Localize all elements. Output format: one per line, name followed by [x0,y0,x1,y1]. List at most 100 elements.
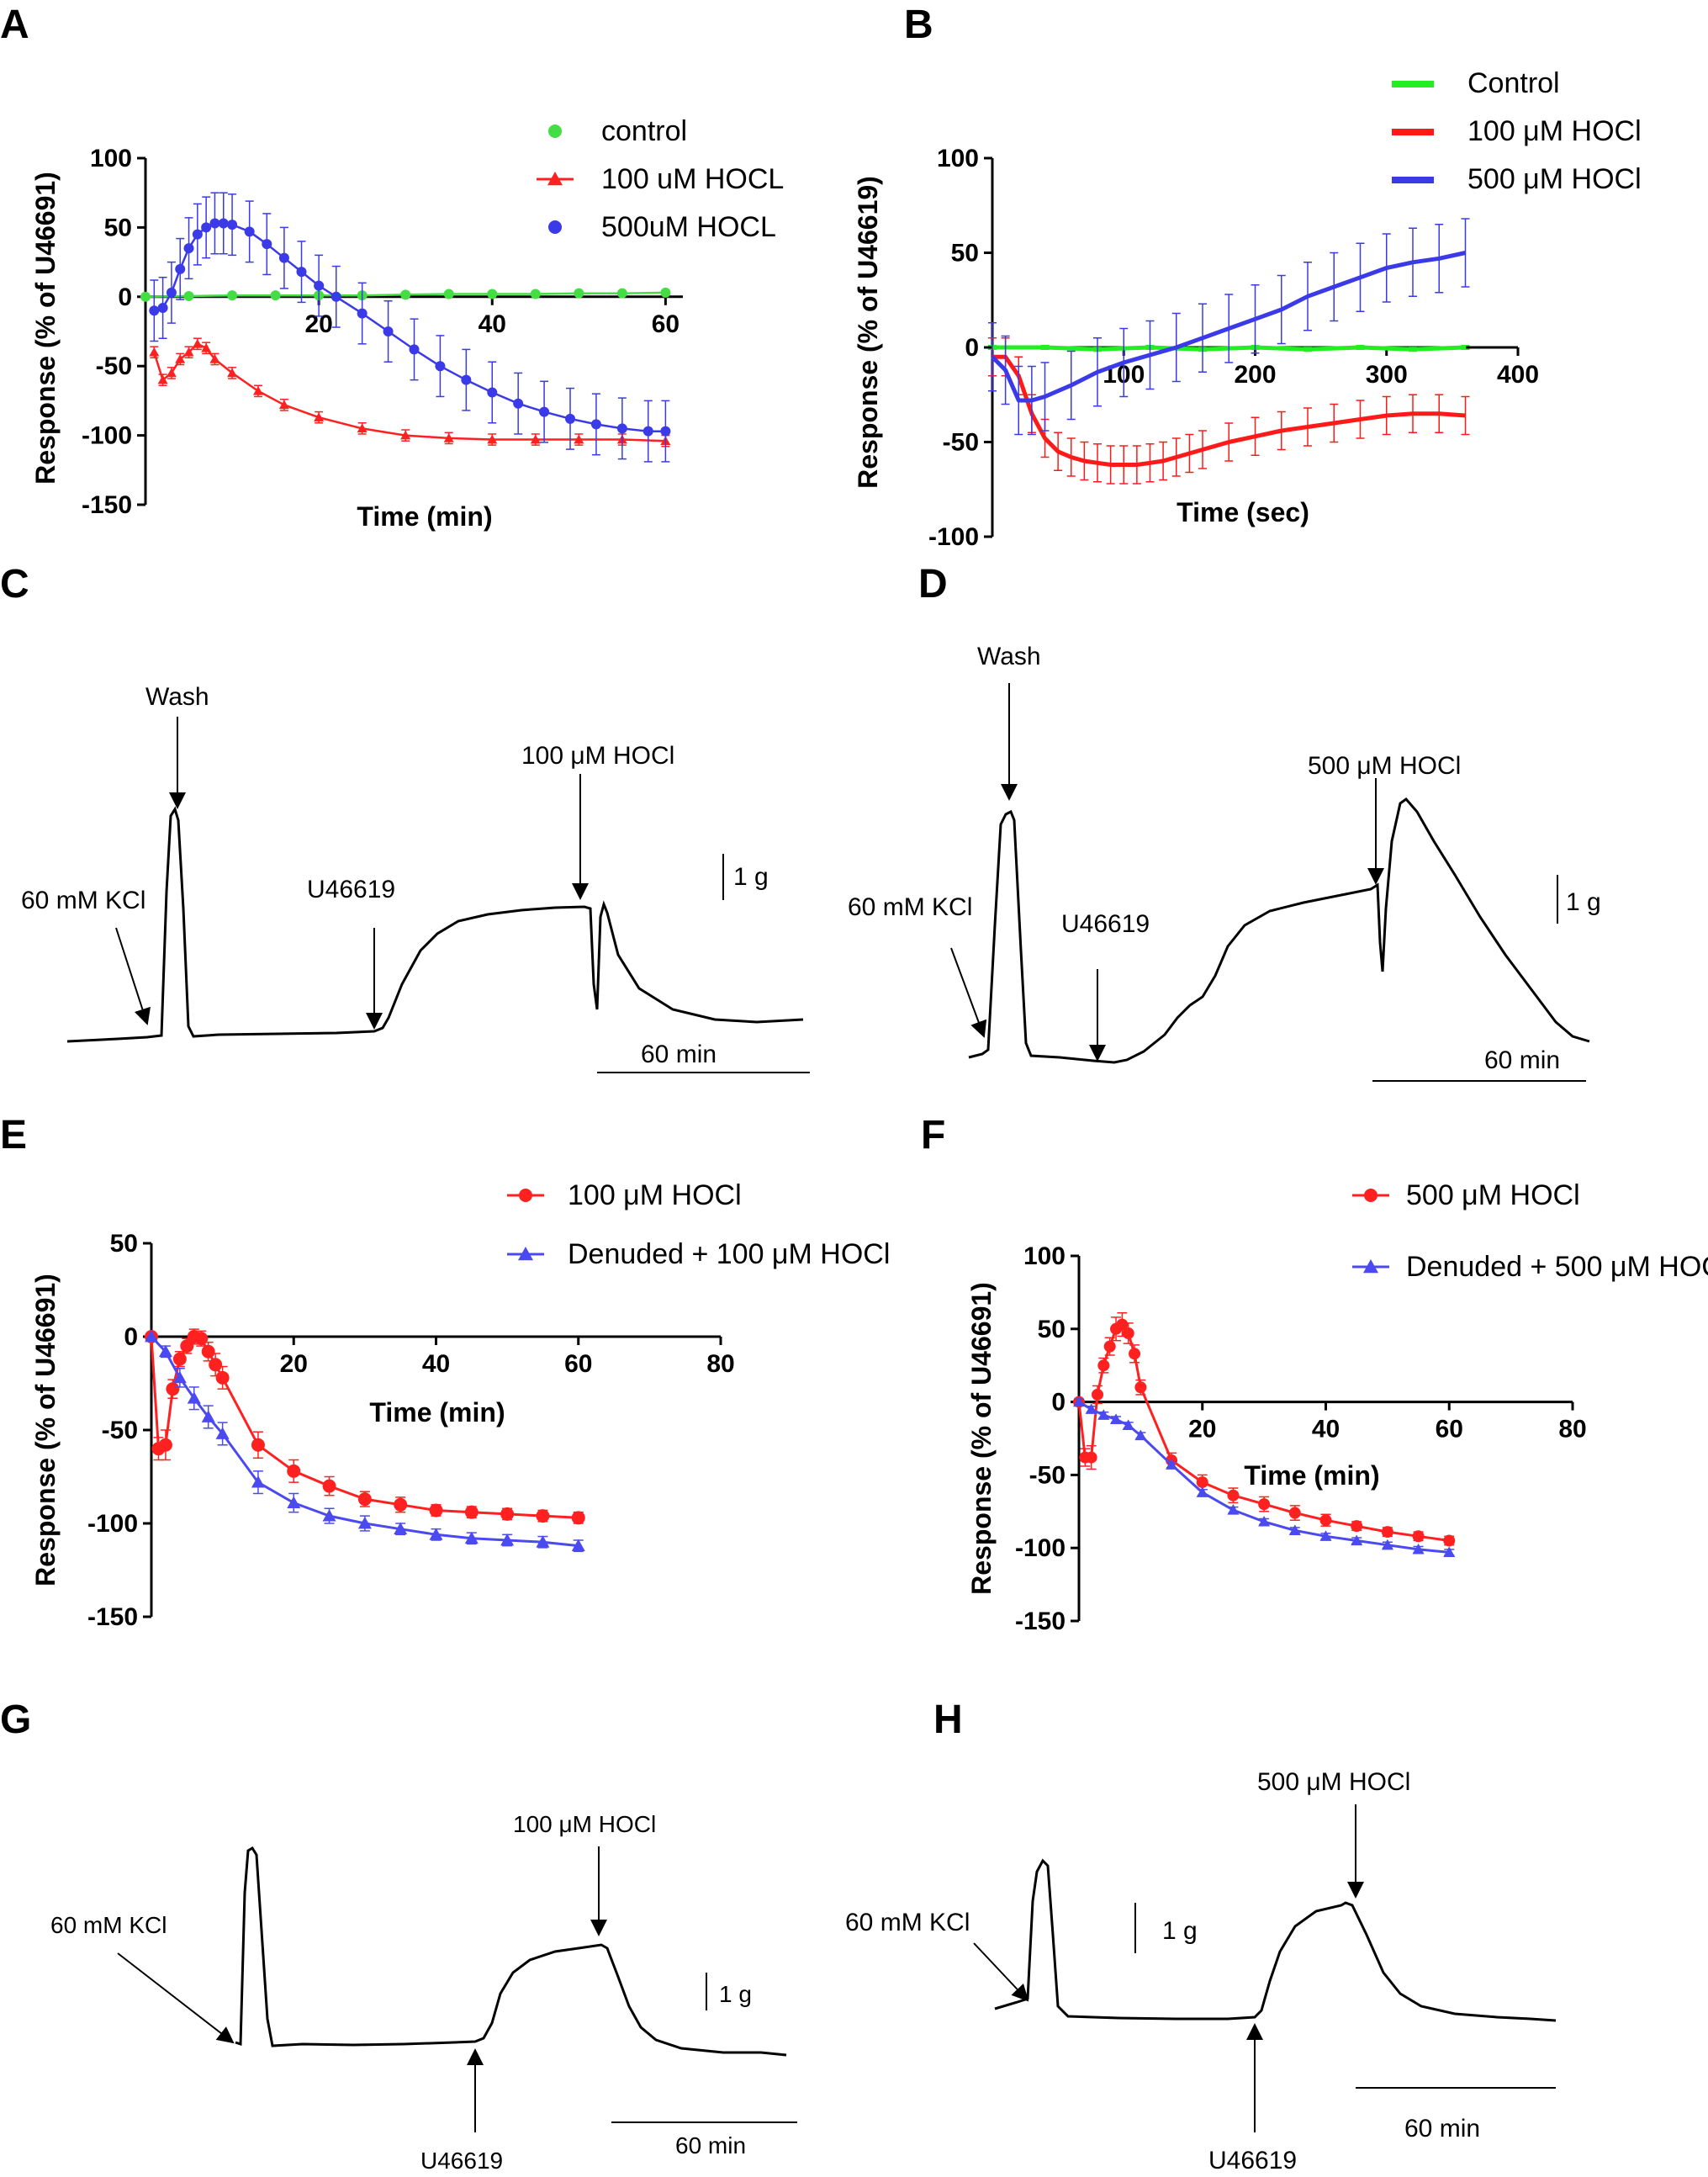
data-point [314,412,325,421]
x-tick-label-e: 40 [422,1350,450,1378]
x-axis-title-f: Time (min) [1244,1460,1379,1491]
y-tick-label-a: -150 [82,491,132,519]
y-tick-label-f: 100 [1023,1242,1066,1270]
data-point [140,291,151,302]
data-point [464,1505,479,1519]
series-a-2 [149,192,671,463]
x-tick-label-f: 80 [1558,1416,1586,1443]
data-point [1319,1530,1332,1541]
x-tick-label-e: 80 [706,1350,734,1378]
data-point [400,430,411,440]
data-point [590,419,601,430]
legend-marker [547,172,563,186]
label-u466-c: U46619 [307,876,395,903]
data-point [1134,1381,1147,1394]
y-tick-label-a: -100 [82,422,132,450]
label-kcl-c: 60 mM KCl [21,887,145,914]
y-axis-title-e: Response (% of U46691) [30,1274,61,1586]
data-point [1381,1526,1393,1539]
legend-marker [548,124,562,138]
legend-label: 100 uM HOCL [601,163,784,195]
y-tick-label-e: -150 [87,1603,138,1631]
y-tick-label-a: -50 [96,352,132,380]
data-point [616,423,627,434]
data-point [149,305,160,316]
label-kcl-d: 60 mM KCl [848,893,972,921]
data-point [187,1391,201,1404]
data-point [357,308,368,319]
data-point [357,1517,372,1529]
data-point [252,385,263,395]
data-point [194,1332,209,1346]
data-point [464,1531,479,1544]
legend-label: 100 μM HOCl [568,1179,742,1211]
label-u466-d: U46619 [1061,910,1150,938]
data-point [513,398,524,409]
data-point [180,1339,194,1353]
data-point [487,434,498,444]
data-point [1110,1413,1123,1425]
data-point [487,289,498,299]
panel-label-g: G [0,1698,31,1742]
data-point [571,1539,585,1552]
y-tick-label-b: 100 [937,145,979,172]
x-axis-title-a: Time (min) [357,501,492,532]
label-hocl-g: 100 μM HOCl [513,1811,656,1837]
data-point [1097,1359,1110,1372]
data-point [1319,1514,1332,1527]
data-point [296,267,307,278]
data-point [1443,1546,1456,1558]
x-axis-title-e: Time (min) [369,1397,505,1427]
label-scale-x-h: 60 min [1404,2115,1480,2143]
data-point [287,1464,301,1478]
series-e-1 [145,1330,585,1553]
data-point [1085,1451,1097,1464]
data-point [394,1497,408,1512]
label-wash-c: Wash [145,683,209,711]
legend-label: Denuded + 100 μM HOCl [568,1238,890,1270]
label-hocl-h: 500 μM HOCl [1257,1768,1410,1796]
legend-marker [518,1247,533,1261]
data-point [183,243,194,254]
y-tick-label-f: -50 [1029,1461,1066,1489]
data-point [1443,1534,1456,1547]
x-tick-label-e: 20 [280,1350,308,1378]
trace-panel-g: 60 mM KCl U46619 100 μM HOCl 1 g 60 min [50,1811,797,2174]
data-point [400,289,411,300]
data-point [322,1509,336,1522]
data-point [1092,1388,1104,1401]
data-point [158,1344,172,1358]
series-line [991,251,1467,403]
data-point [443,432,454,442]
series-f-1 [1073,1396,1456,1558]
series-a-1 [149,337,671,448]
data-point [322,1479,336,1493]
data-point [262,239,272,250]
data-point [500,1507,515,1521]
arrow-kcl-c [115,927,151,1025]
panel-label-e: E [0,1113,27,1157]
y-tick-label-f: 50 [1038,1316,1066,1343]
y-axis-title-a: Response (% of U46691) [30,172,61,485]
force-trace-h [994,1858,1557,2022]
data-point [660,426,671,437]
label-hocl-d: 500 μM HOCl [1308,752,1461,780]
data-point [1085,1403,1097,1414]
data-point [394,1522,408,1535]
data-point [1166,1459,1178,1470]
legend-label: 500 μM HOCl [1406,1179,1580,1211]
data-point [175,353,186,363]
data-point [183,347,194,357]
series-line [153,342,666,442]
label-scale-y-c: 1 g [733,863,769,891]
data-point [1258,1515,1271,1527]
y-tick-label-b: 50 [951,240,979,267]
chart-f: 100 50 0 -50 -100 -150 20 40 60 80 Time (min) Respo… [966,1179,1708,1635]
data-point [565,413,576,424]
label-scale-y-g: 1 g [719,1981,752,2007]
series-e-0 [145,1328,585,1525]
data-point [574,434,584,444]
data-point [278,400,289,410]
y-tick-label-e: -100 [87,1510,138,1538]
